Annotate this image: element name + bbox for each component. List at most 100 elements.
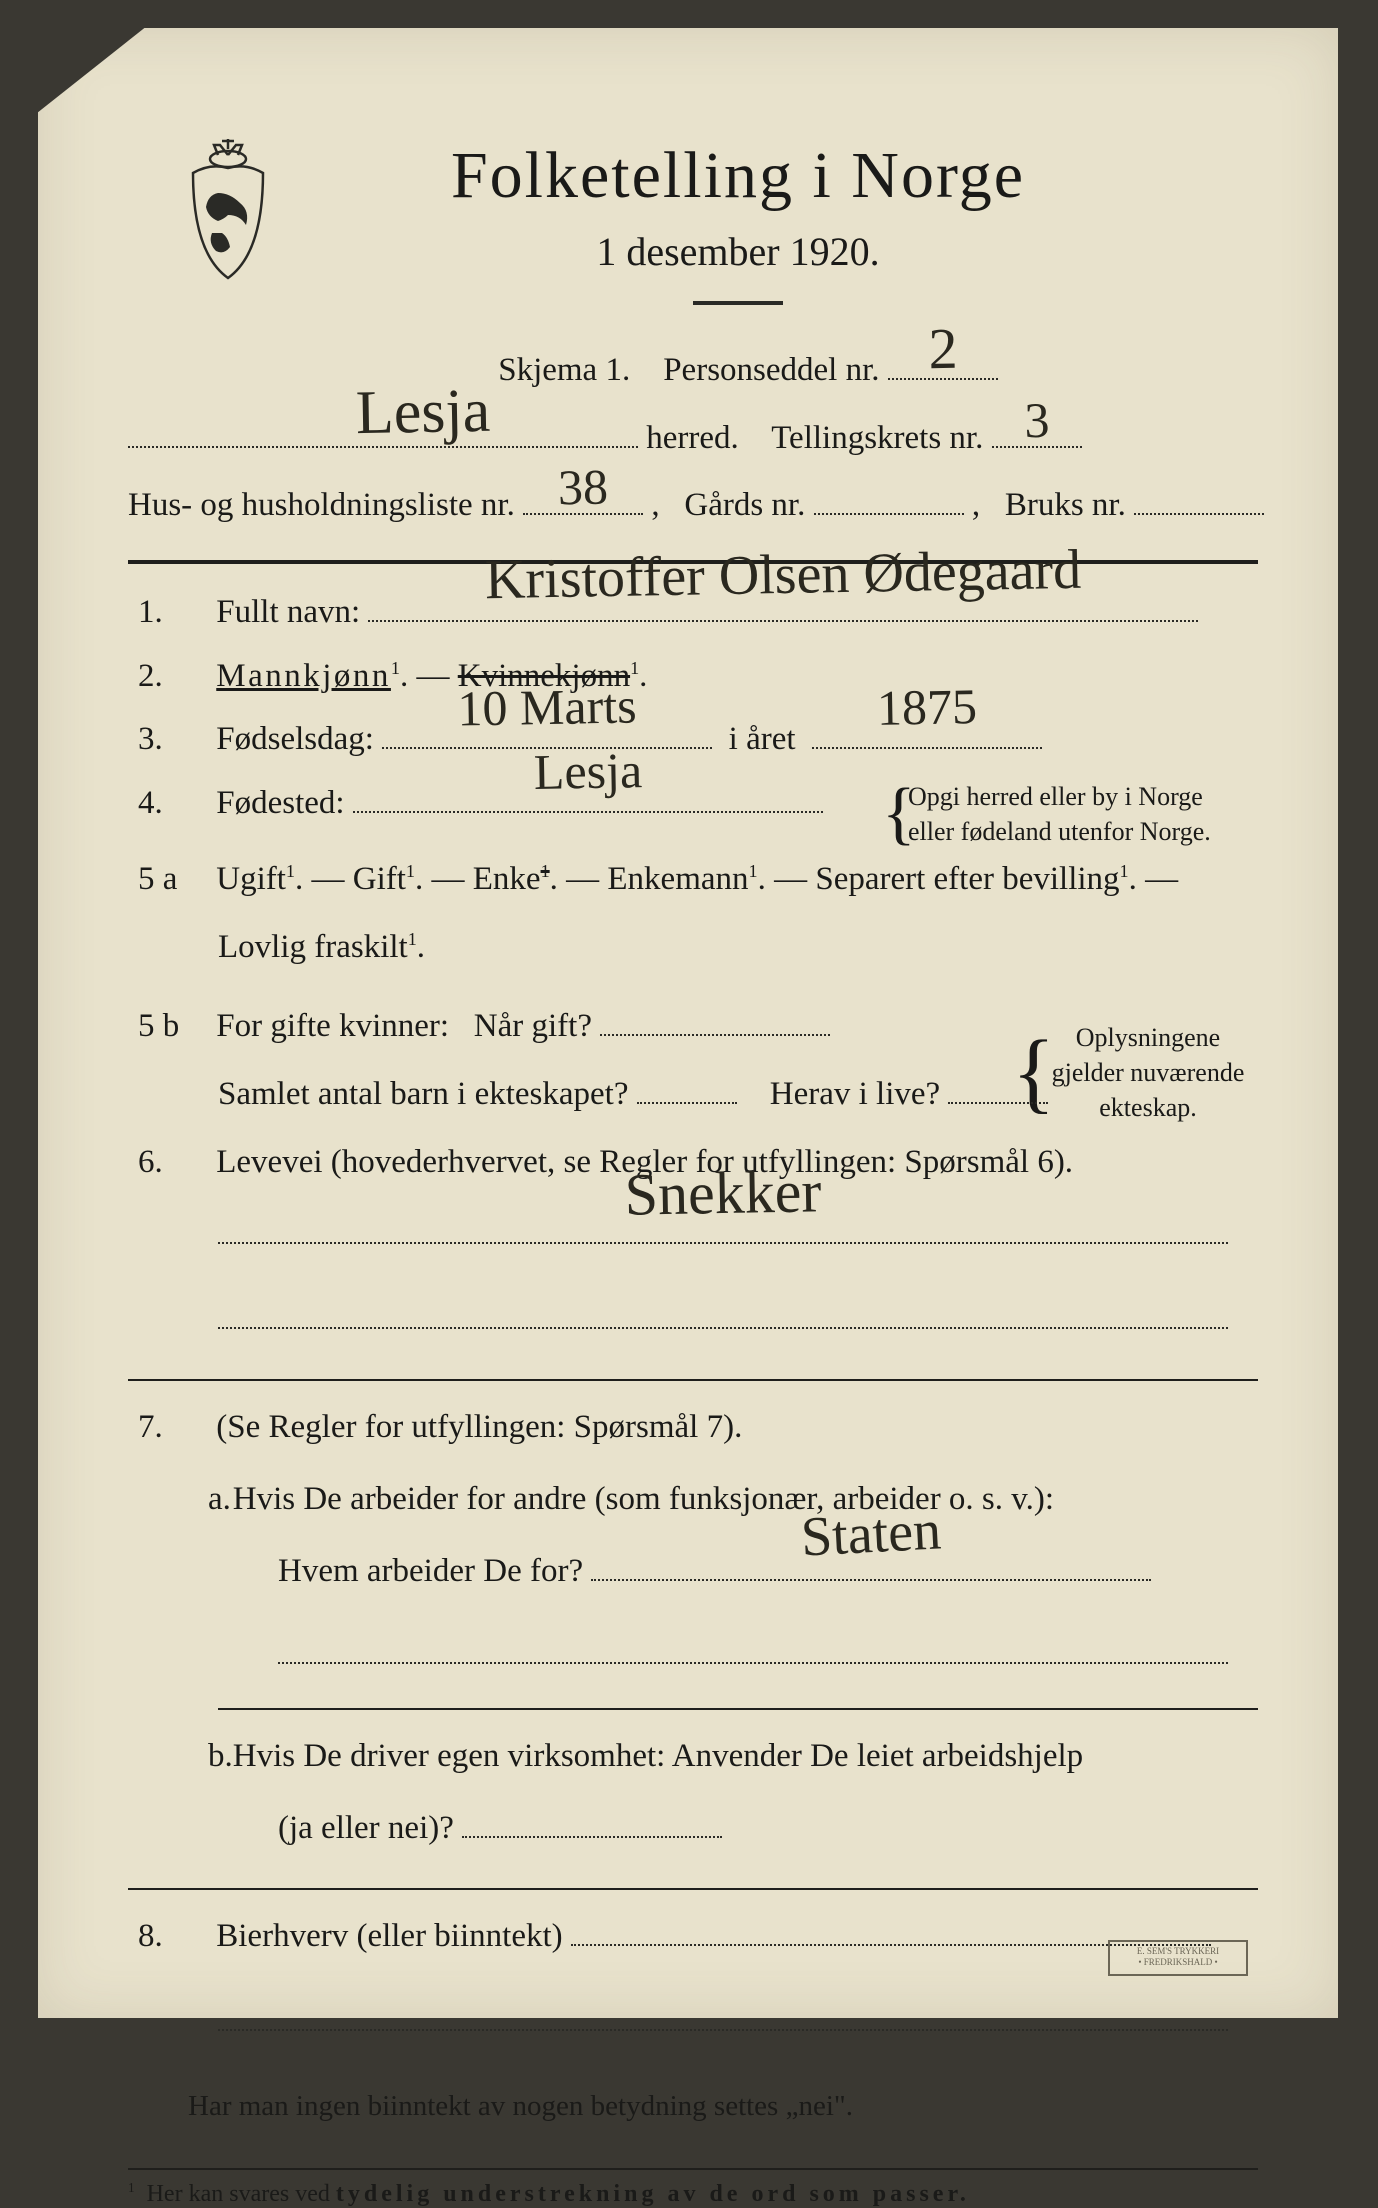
q7a-num: a.: [138, 1471, 208, 1529]
divider-thick-1: [128, 560, 1258, 564]
q6-label: Levevei (hovederhvervet, se Regler for u…: [216, 1144, 1073, 1180]
q3-num: 3.: [138, 711, 208, 769]
q3-label: Fødselsdag:: [216, 721, 374, 757]
q2-mann: Mannkjønn: [216, 658, 391, 694]
q2-num: 2.: [138, 648, 208, 706]
q6-field: Snekker: [218, 1215, 1228, 1243]
stamp-l1: E. SEM'S TRYKKERI: [1137, 1946, 1219, 1956]
question-4: 4. Fødested: Lesja { Opgi herred eller b…: [128, 775, 1258, 833]
census-form-page: Folketelling i Norge 1 desember 1920. Sk…: [38, 28, 1338, 2018]
q7b-num: b.: [138, 1728, 208, 1786]
q1-value: Kristoffer Olsen Ødegaard: [368, 519, 1200, 631]
personseddel-nr-value: 2: [887, 313, 998, 385]
q7b-l1: Hvis De driver egen virksomhet: Anvender…: [233, 1738, 1083, 1774]
q7a-l2: Hvem arbeider De for?: [278, 1553, 583, 1589]
q8-num: 8.: [138, 1908, 208, 1966]
question-8-line2: [128, 1993, 1258, 2051]
herred-field: Lesja: [128, 420, 638, 448]
title-divider: [693, 301, 783, 305]
hint-line: Har man ingen biinntekt av nogen betydni…: [128, 2081, 1258, 2132]
q6-num: 6.: [138, 1134, 208, 1192]
q7a-field: Staten: [591, 1552, 1151, 1580]
q7-num: 7.: [138, 1399, 208, 1457]
q5b-q3-field: [948, 1076, 1048, 1104]
meta-line-1: Skjema 1. Personseddel nr. 2: [128, 351, 1258, 391]
question-7a-line3: [128, 1626, 1258, 1684]
tellingskrets-label: Tellingskrets nr.: [771, 420, 983, 456]
question-7b: b. Hvis De driver egen virksomhet: Anven…: [128, 1728, 1258, 1786]
q4-note-l1: Opgi herred eller by i Norge: [908, 782, 1203, 811]
q2-kvinne: Kvinnekjønn: [458, 658, 630, 694]
gards-label: Gårds nr.: [684, 487, 805, 523]
bruks-label: Bruks nr.: [1005, 487, 1126, 523]
q2-sup2: 1: [630, 658, 639, 678]
q4-num: 4.: [138, 775, 208, 833]
q5b-note-l1: Oplysningene: [1076, 1023, 1220, 1052]
form-header: Folketelling i Norge 1 desember 1920.: [128, 138, 1258, 305]
question-6: 6. Levevei (hovederhvervet, se Regler fo…: [128, 1134, 1258, 1192]
divider-thin-1: [128, 1379, 1258, 1381]
q5a-opt1: Ugift: [216, 861, 286, 897]
q5b-q1-field: [600, 1008, 830, 1036]
q5b-num: 5 b: [138, 998, 208, 1056]
q7-label: (Se Regler for utfyllingen: Spørsmål 7).: [216, 1409, 742, 1445]
question-7: 7. (Se Regler for utfyllingen: Spørsmål …: [128, 1399, 1258, 1457]
stamp-l2: • FREDRIKSHALD •: [1138, 1957, 1217, 1967]
coat-of-arms-icon: [178, 133, 278, 283]
q7a-l1: Hvis De arbeider for andre (som funksjon…: [233, 1481, 1054, 1517]
skjema-label: Skjema 1.: [498, 352, 630, 388]
question-6-field-line: Snekker: [128, 1206, 1258, 1264]
footnote-text-b: tydelig understrekning av de ord som pas…: [336, 2181, 970, 2207]
herred-label: herred.: [646, 420, 739, 456]
question-3: 3. Fødselsdag: 10 Marts i året 1875: [128, 711, 1258, 769]
dog-ear-corner: [32, 22, 152, 117]
q7a-field-2: [278, 1636, 1228, 1664]
question-5b-line2: Samlet antal barn i ekteskapet? Herav i …: [128, 1066, 1258, 1124]
q3-day-field: 10 Marts: [382, 721, 712, 749]
question-1: 1. Fullt navn: Kristoffer Olsen Ødegaard: [128, 584, 1258, 642]
meta-line-2: Lesja herred. Tellingskrets nr. 3: [128, 419, 1258, 459]
question-8: 8. Bierhverv (eller biinntekt): [128, 1908, 1258, 1966]
tellingskrets-value: 3: [991, 389, 1082, 451]
printer-stamp: E. SEM'S TRYKKERI • FREDRIKSHALD •: [1108, 1940, 1248, 1976]
question-6-field-line2: [128, 1291, 1258, 1349]
question-7b-line2: (ja eller nei)?: [128, 1800, 1258, 1858]
question-2: 2. Mannkjønn1. — Kvinnekjønn1.: [128, 648, 1258, 706]
footnote-rule: [128, 2168, 1258, 2170]
question-5a: 5 a Ugift1. — Gift1. — Enke1. — Enkemann…: [128, 851, 1258, 909]
question-5b: 5 b For gifte kvinner: Når gift? { Oplys…: [128, 998, 1258, 1056]
q5b-q2-field: [637, 1076, 737, 1104]
q4-note-l2: eller fødeland utenfor Norge.: [908, 817, 1211, 846]
gards-field: [814, 487, 964, 515]
q5a-opt4: Enkemann: [607, 861, 748, 897]
footnote: 1 Her kan svares ved tydelig understrekn…: [128, 2180, 1258, 2208]
footnote-marker: 1: [128, 2180, 135, 2195]
question-7a: a. Hvis De arbeider for andre (som funks…: [128, 1471, 1258, 1529]
question-5a-cont: Lovlig fraskilt1.: [128, 919, 1258, 977]
form-subtitle: 1 desember 1920.: [218, 228, 1258, 275]
divider-thin-3: [128, 1888, 1258, 1890]
tellingskrets-field: 3: [992, 420, 1082, 448]
q5b-label: For gifte kvinner:: [216, 1008, 449, 1044]
question-7a-line2: Hvem arbeider De for? Staten: [128, 1543, 1258, 1601]
hint-text: Har man ingen biinntekt av nogen betydni…: [188, 2090, 853, 2122]
q5b-q3: Herav i live?: [770, 1076, 940, 1112]
q2-sep: —: [417, 658, 458, 694]
q1-field: Kristoffer Olsen Ødegaard: [368, 594, 1198, 622]
q1-label: Fullt navn:: [216, 594, 360, 630]
q3-year-field: 1875: [812, 721, 1042, 749]
q8-field-2: [218, 2003, 1228, 2031]
q5a-opt3: Enke: [473, 861, 541, 897]
bruks-value: [1134, 516, 1264, 518]
q5a-opt2: Gift: [353, 861, 406, 897]
footnote-text-a: Her kan svares ved: [147, 2181, 336, 2207]
q8-label: Bierhverv (eller biinntekt): [216, 1918, 562, 1954]
q4-field: Lesja: [353, 785, 823, 813]
bruks-field: [1134, 487, 1264, 515]
q5b-q2: Samlet antal barn i ekteskapet?: [218, 1076, 629, 1112]
q2-sup1: 1: [391, 658, 400, 678]
q6-field-2: [218, 1301, 1228, 1329]
q5a-num: 5 a: [138, 851, 208, 909]
q5a-opt6: Lovlig fraskilt: [218, 929, 408, 965]
q1-num: 1.: [138, 584, 208, 642]
